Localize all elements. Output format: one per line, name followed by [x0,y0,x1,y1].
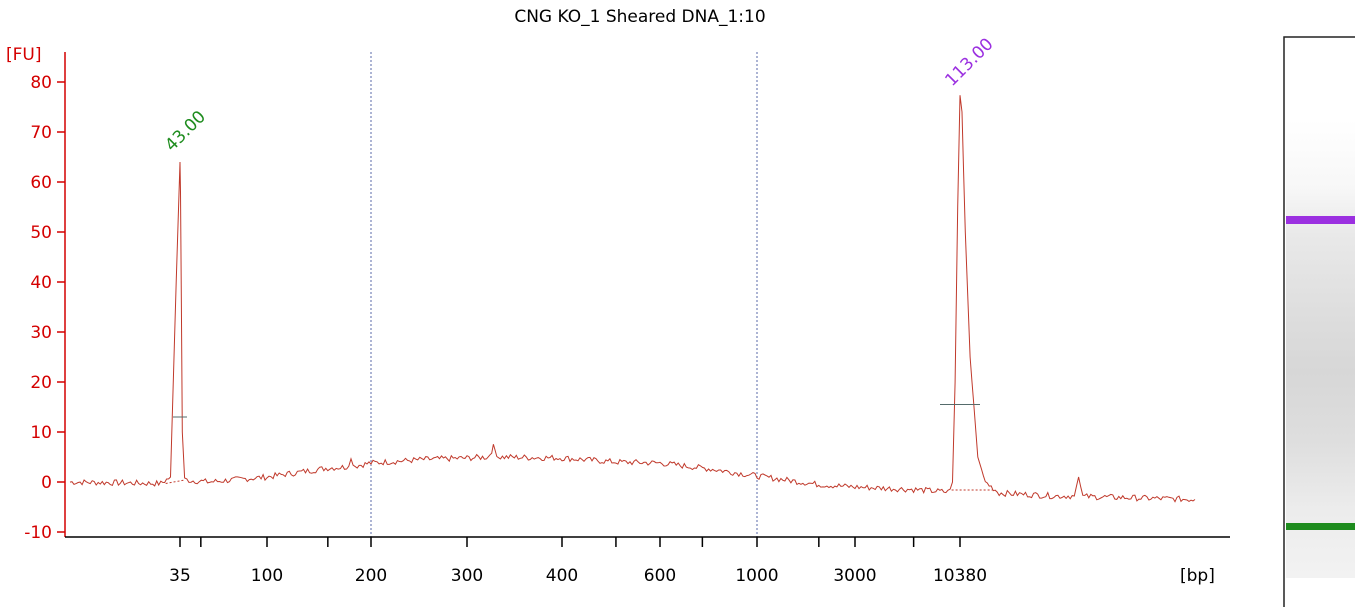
y-tick-label: 80 [30,73,52,93]
gel-lane-background [1286,120,1355,578]
peak-baseline [165,479,185,484]
y-tick-label: 40 [30,273,52,293]
x-tick-label: 300 [451,566,483,586]
vertical-guides [370,52,758,537]
y-tick-label: 0 [41,473,52,493]
gel-band-upper-marker [1286,216,1355,224]
x-tick-label: 100 [251,566,283,586]
gel-lane-panel [1283,36,1355,607]
x-tick-label: 35 [169,566,191,586]
y-tick-label: 10 [30,423,52,443]
x-axis-unit-label: [bp] [1180,566,1215,586]
x-tick-label: 400 [546,566,578,586]
y-tick-label: 30 [30,323,52,343]
peak-label: 113.00 [941,34,997,90]
axes [64,52,1230,538]
x-tick-label: 10380 [933,566,987,586]
peaks: 43.00 113.00 [161,34,997,155]
y-tick-label: 50 [30,223,52,243]
x-tick-label: 600 [644,566,676,586]
y-tick-label: -10 [24,523,52,543]
gel-band-lower-marker [1286,523,1355,530]
x-tick-label: 3000 [833,566,876,586]
chart-title: CNG KO_1 Sheared DNA_1:10 [514,7,765,27]
plot-area [69,95,1196,503]
y-tick-label: 60 [30,173,52,193]
x-tick-label: 1000 [735,566,778,586]
y-tick-label: 20 [30,373,52,393]
x-tick-label: 200 [355,566,387,586]
peak-label: 43.00 [161,107,210,156]
y-axis-unit-label: [FU] [6,45,42,65]
y-tick-label: 70 [30,123,52,143]
series-trace-line [69,95,1196,503]
